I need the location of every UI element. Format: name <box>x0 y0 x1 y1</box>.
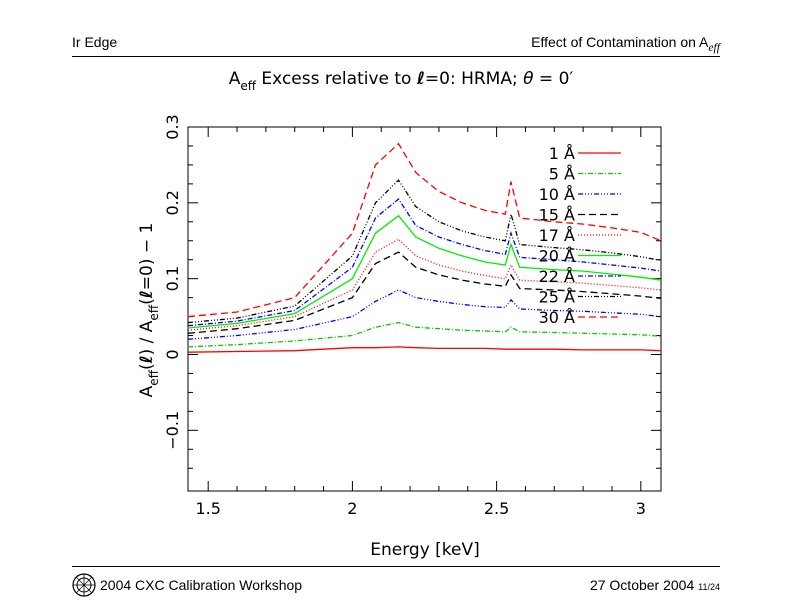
legend-label: 15 Å <box>539 206 575 225</box>
series-line <box>187 179 662 324</box>
legend-label: 20 Å <box>539 247 575 266</box>
series-lines <box>187 142 662 353</box>
plot-frame <box>187 126 662 492</box>
y-tick-label: 0.3 <box>163 114 182 139</box>
legend-label: 5 Å <box>549 165 575 184</box>
series-line <box>187 142 662 318</box>
y-axis-label: Aeff(ℓ) / Aeff(ℓ=0) − 1 <box>137 223 161 398</box>
header-left-title: Ir Edge <box>72 34 118 50</box>
x-tick-label: 2.5 <box>484 499 509 518</box>
header-right-main: Effect of Contamination on A <box>531 34 709 50</box>
x-tick-label: 2 <box>347 499 357 518</box>
footer-date: 27 October 2004 <box>589 577 695 593</box>
y-tick-label: 0.2 <box>163 190 182 215</box>
x-tick-label: 3 <box>636 499 646 518</box>
legend-label: 17 Å <box>539 226 575 245</box>
y-tick-label: −0.1 <box>163 411 182 450</box>
axis-ticks: 1.5 2 2.5 3 −0.1 0 0.1 0.2 0.3 <box>163 114 661 518</box>
footer-date-page: 27 October 2004 11/24 <box>590 577 720 593</box>
series-line <box>187 238 662 331</box>
x-axis-label: Energy [keV] <box>370 540 480 560</box>
header-right-sub: eff <box>708 40 720 54</box>
legend: 1 Å 5 Å10 Å 15 Å17 Å 20 Å22 Å 25 Å30 Å <box>539 144 621 327</box>
cxc-logo-icon <box>72 573 96 597</box>
header-right-title: Effect of Contamination on Aeff <box>531 34 720 54</box>
series-line <box>187 346 662 353</box>
series-line <box>187 251 662 334</box>
legend-label: 10 Å <box>539 185 575 204</box>
chart-title: Aeff Excess relative to ℓ=0: HRMA; θ = 0… <box>229 69 574 93</box>
y-tick-label: 0 <box>163 349 182 359</box>
legend-label: 22 Å <box>539 267 575 286</box>
series-line <box>187 198 662 327</box>
legend-label: 25 Å <box>539 288 575 307</box>
legend-label: 1 Å <box>549 144 575 163</box>
y-tick-label: 0.1 <box>163 266 182 291</box>
series-line <box>187 289 662 340</box>
footer-page-number: 11/24 <box>698 582 720 592</box>
x-tick-label: 1.5 <box>195 499 220 518</box>
series-line <box>187 214 662 329</box>
series-line <box>187 321 662 348</box>
legend-label: 30 Å <box>539 308 575 327</box>
footer-workshop: 2004 CXC Calibration Workshop <box>100 577 303 593</box>
header-rule <box>72 56 720 57</box>
footer-rule <box>72 566 720 567</box>
